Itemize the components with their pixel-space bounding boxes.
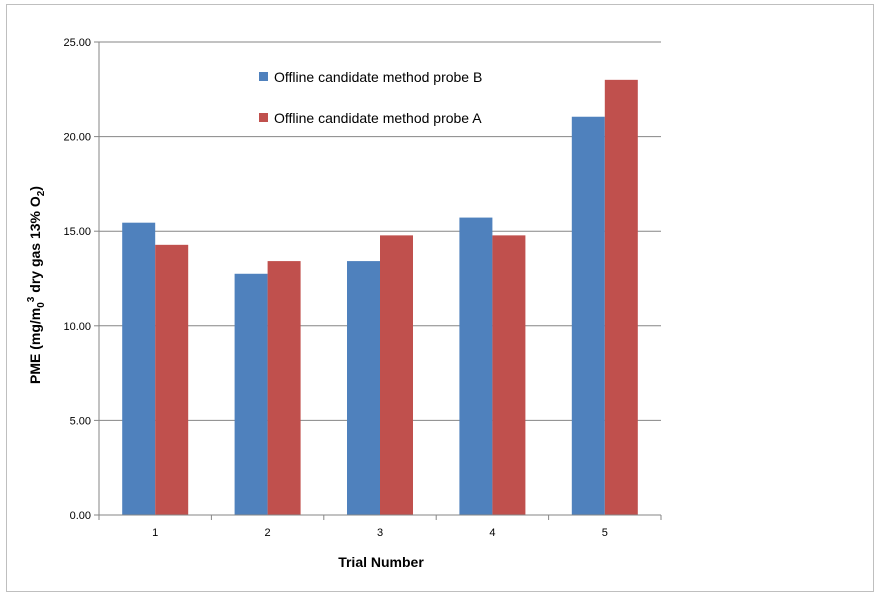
legend-label-series-1: Offline candidate method probe B <box>274 69 482 85</box>
bar-series-1-trial-5 <box>571 116 605 515</box>
bar-series-2-trial-5 <box>604 79 638 515</box>
bar-series-2-trial-1 <box>155 244 189 516</box>
y-tick-label: 5.00 <box>70 415 91 427</box>
y-tick-labels: 0.00 5.00 10.00 15.00 20.00 25.00 <box>63 37 91 522</box>
x-tick-labels: 1 2 3 4 5 <box>152 527 608 539</box>
x-tick-label: 4 <box>489 527 495 539</box>
bar-series-1-trial-1 <box>122 222 156 515</box>
bar-series-1-trial-3 <box>347 261 380 515</box>
chart-frame: 0.00 5.00 10.00 15.00 20.00 25.00 1 2 3 4 5 Offli… <box>6 4 874 592</box>
y-tick-label: 25.00 <box>63 37 91 49</box>
bar-series-1-trial-2 <box>234 273 268 515</box>
y-tick-label: 15.00 <box>63 226 91 238</box>
bar-chart: 0.00 5.00 10.00 15.00 20.00 25.00 1 2 3 4 5 Offli… <box>26 37 662 570</box>
x-tick-label: 5 <box>602 527 608 539</box>
legend: Offline candidate method probe B Offline… <box>259 69 482 126</box>
x-tick-label: 1 <box>152 527 158 539</box>
x-tick-label: 2 <box>265 527 271 539</box>
bars <box>122 79 638 516</box>
y-axis-title: PME (mg/m03 dry gas 13% O2) <box>26 186 47 384</box>
x-tick-label: 3 <box>377 527 383 539</box>
y-tick-label: 0.00 <box>70 510 91 522</box>
y-tick-label: 10.00 <box>63 321 91 333</box>
bar-series-2-trial-3 <box>380 235 413 515</box>
legend-label-series-2: Offline candidate method probe A <box>274 110 482 126</box>
bar-series-1-trial-4 <box>459 217 493 515</box>
axes <box>98 42 662 520</box>
legend-swatch-series-1 <box>259 72 268 81</box>
legend-swatch-series-2 <box>259 113 268 122</box>
bar-series-2-trial-2 <box>267 261 301 515</box>
y-tick-label: 20.00 <box>63 132 91 144</box>
gridlines <box>94 41 661 516</box>
x-axis-title: Trial Number <box>338 554 424 570</box>
bar-series-2-trial-4 <box>492 235 526 515</box>
